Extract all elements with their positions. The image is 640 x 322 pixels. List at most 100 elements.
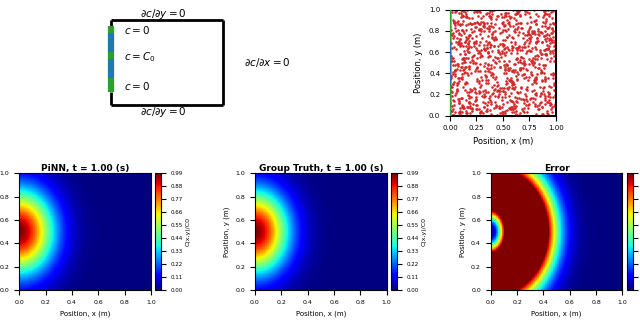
Point: [494, 104, 504, 109]
Point: [545, 101, 556, 106]
Point: [506, 15, 516, 20]
Point: [445, 100, 456, 105]
Point: [492, 55, 502, 61]
Point: [491, 7, 501, 12]
Point: [445, 73, 455, 79]
Point: [484, 8, 495, 14]
Point: [530, 54, 540, 59]
Point: [457, 102, 467, 108]
Point: [541, 99, 552, 105]
Point: [547, 39, 557, 44]
Point: [463, 21, 474, 26]
Point: [449, 58, 459, 63]
Point: [550, 77, 561, 82]
Point: [550, 48, 561, 53]
Y-axis label: C(x,y)/C0: C(x,y)/C0: [186, 217, 191, 246]
Y-axis label: Position, y (m): Position, y (m): [459, 206, 465, 257]
Point: [445, 21, 455, 26]
Point: [457, 71, 467, 76]
Point: [464, 38, 474, 43]
Point: [528, 95, 538, 100]
Point: [512, 57, 522, 62]
Point: [504, 7, 514, 12]
Point: [534, 7, 544, 12]
Point: [497, 86, 507, 91]
Point: [482, 26, 492, 31]
Point: [476, 113, 486, 118]
Point: [467, 30, 477, 35]
Point: [545, 90, 555, 95]
Point: [511, 7, 521, 13]
Point: [480, 72, 490, 78]
Point: [460, 81, 470, 87]
Point: [445, 109, 456, 114]
Point: [456, 113, 467, 118]
Point: [470, 24, 481, 30]
Point: [459, 59, 469, 64]
Point: [484, 42, 495, 47]
Point: [517, 106, 527, 111]
Point: [448, 71, 458, 76]
Point: [496, 55, 506, 60]
Point: [458, 13, 468, 18]
Point: [470, 99, 481, 104]
Point: [482, 21, 492, 26]
Point: [550, 7, 561, 12]
Point: [505, 79, 515, 84]
Point: [523, 7, 533, 12]
Text: $c = C_0$: $c = C_0$: [124, 51, 156, 64]
Point: [477, 94, 487, 99]
Point: [498, 21, 508, 26]
Point: [547, 20, 557, 25]
Point: [533, 13, 543, 18]
Point: [550, 99, 561, 104]
Point: [493, 55, 503, 61]
Point: [474, 48, 484, 53]
Point: [549, 47, 559, 52]
Point: [522, 38, 532, 43]
Point: [483, 69, 493, 74]
Point: [460, 30, 470, 35]
Point: [457, 56, 467, 62]
Point: [477, 77, 487, 82]
Point: [550, 43, 561, 49]
Point: [466, 27, 476, 32]
Point: [458, 113, 468, 118]
Point: [494, 25, 504, 31]
Point: [483, 80, 493, 86]
Point: [469, 69, 479, 74]
Point: [452, 83, 462, 88]
Point: [550, 90, 561, 95]
Point: [502, 7, 513, 12]
Point: [489, 43, 499, 48]
Point: [512, 7, 522, 12]
Point: [543, 8, 554, 13]
Point: [526, 7, 536, 12]
Point: [499, 113, 509, 118]
Point: [461, 35, 471, 40]
Point: [456, 76, 467, 81]
Point: [463, 99, 474, 104]
Point: [461, 97, 471, 102]
Point: [518, 45, 529, 50]
Point: [496, 113, 506, 118]
Point: [472, 102, 483, 107]
Point: [508, 99, 518, 104]
Point: [475, 54, 485, 60]
Point: [468, 21, 479, 26]
Point: [524, 32, 534, 37]
Point: [445, 65, 455, 70]
Point: [489, 7, 499, 13]
Point: [458, 56, 468, 61]
Point: [498, 19, 508, 24]
Point: [550, 91, 561, 97]
Point: [525, 24, 535, 29]
Point: [450, 113, 460, 118]
Point: [445, 7, 455, 12]
Point: [526, 49, 536, 54]
Point: [490, 87, 500, 92]
Point: [445, 23, 455, 28]
Point: [524, 7, 534, 12]
Point: [497, 97, 508, 102]
Point: [508, 104, 518, 109]
